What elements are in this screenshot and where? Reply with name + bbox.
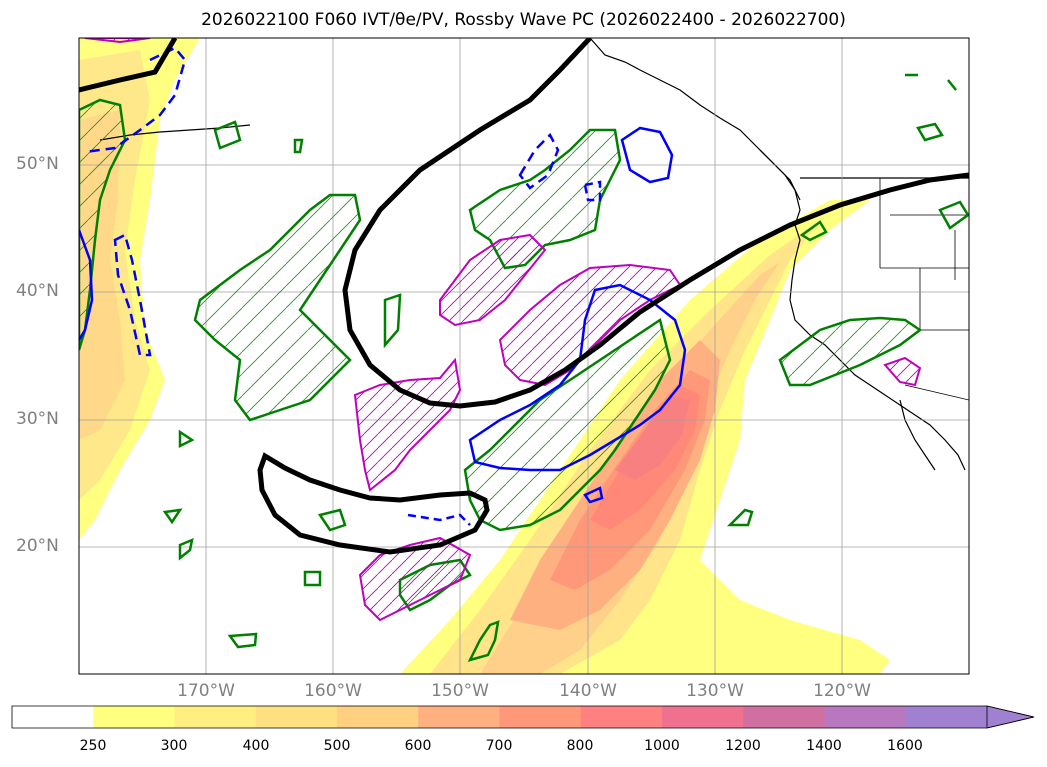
map-frame — [78, 37, 970, 675]
blue-solid-main — [468, 283, 687, 472]
colorbar-segment — [662, 706, 744, 728]
green-region-west — [79, 98, 127, 351]
colorbar-segment — [337, 706, 419, 728]
green-blob-14 — [383, 293, 402, 349]
state-lines — [879, 178, 969, 331]
green-blob-5 — [178, 537, 194, 561]
blue-solid-west — [79, 229, 94, 341]
green-blob-7 — [227, 632, 258, 649]
colorbar-segment — [824, 706, 907, 728]
magenta-region-east2 — [883, 356, 922, 387]
us-west-coast — [789, 239, 966, 471]
black-contours — [79, 38, 969, 555]
green-blob-11 — [916, 122, 944, 142]
green-blob-1 — [213, 120, 242, 150]
colorbar-segment — [743, 706, 825, 728]
black-loop-south — [257, 452, 490, 555]
map-title: 2026022100 F060 IVT/θe/PV, Rossby Wave P… — [201, 10, 846, 30]
lon-label-120w: 120°W — [813, 681, 871, 701]
colorbar-segment — [499, 706, 582, 728]
lon-label-150w: 150°W — [431, 681, 489, 701]
colorbar-segment — [12, 706, 94, 728]
green-blob-15 — [317, 508, 347, 532]
blue-dashed-small-1 — [583, 180, 602, 202]
magenta-region-nw — [84, 38, 151, 44]
blue-dashed-west — [113, 233, 152, 357]
colorbar-segment — [905, 706, 988, 728]
green-blob-2 — [293, 138, 304, 154]
colorbar-tick-label: 1200 — [725, 738, 761, 754]
bc-coast — [759, 149, 801, 201]
lat-label-20: 20°N — [16, 536, 59, 556]
green-blob-13 — [799, 220, 828, 242]
green-region-main — [463, 317, 672, 532]
green-blob-10 — [905, 73, 957, 91]
colorbar-tick-label: 1400 — [806, 738, 842, 754]
ivt-1000-main — [615, 395, 690, 480]
lon-label-170w: 170°W — [177, 681, 235, 701]
green-region-central — [193, 193, 362, 422]
colorbar-tick-label: 1000 — [644, 738, 680, 754]
colorbar-segment — [174, 706, 257, 728]
colorbar-segments — [12, 706, 988, 728]
green-contours — [79, 98, 923, 612]
blue-solid-north — [620, 126, 674, 184]
map-plot-area — [79, 38, 969, 674]
blue-contours — [79, 46, 687, 526]
magenta-region-north — [439, 233, 547, 327]
green-blob-12 — [938, 200, 969, 230]
lat-label-50: 50°N — [16, 154, 59, 174]
lon-label-140w: 140°W — [559, 681, 617, 701]
lon-label-130w: 130°W — [686, 681, 744, 701]
colorbar-extend-arrow — [986, 705, 1035, 729]
lon-label-160w: 160°W — [304, 681, 362, 701]
colorbar-segment — [255, 706, 338, 728]
colorbar-segment — [418, 706, 500, 728]
blue-dashed-small-2 — [407, 513, 471, 526]
colorbar-segment — [580, 706, 663, 728]
lat-label-30: 30°N — [16, 409, 59, 429]
colorbar-tick-label: 1600 — [887, 738, 923, 754]
green-blob-8 — [467, 620, 500, 662]
black-trough-west — [79, 38, 178, 93]
alaska-coast — [589, 38, 801, 241]
black-ridge-north — [342, 38, 969, 409]
blue-dashed-north — [518, 132, 560, 190]
green-blob-6 — [303, 570, 322, 587]
green-blob-9 — [726, 508, 754, 527]
baja-coast — [899, 399, 936, 471]
magenta-region-central — [353, 357, 462, 492]
colorbar-tick-label: 800 — [566, 738, 594, 754]
colorbar-tick-label: 400 — [242, 738, 270, 754]
colorbar-tick-label: 300 — [160, 738, 188, 754]
green-small-contours — [162, 73, 969, 662]
green-blob-3 — [178, 429, 195, 449]
magenta-contours — [84, 38, 922, 622]
green-region-east — [778, 316, 923, 387]
green-blob-4 — [162, 508, 183, 525]
colorbar-tick-label: 600 — [404, 738, 432, 754]
us-mexico-border — [904, 384, 969, 401]
blue-solid-small — [583, 486, 604, 504]
colorbar-outline — [11, 705, 1035, 729]
colorbar-tick-label: 700 — [485, 738, 513, 754]
lat-label-40: 40°N — [16, 281, 59, 301]
colorbar-tick-label: 250 — [79, 738, 107, 754]
colorbar-tick-label: 500 — [323, 738, 351, 754]
colorbar-segment — [93, 706, 175, 728]
